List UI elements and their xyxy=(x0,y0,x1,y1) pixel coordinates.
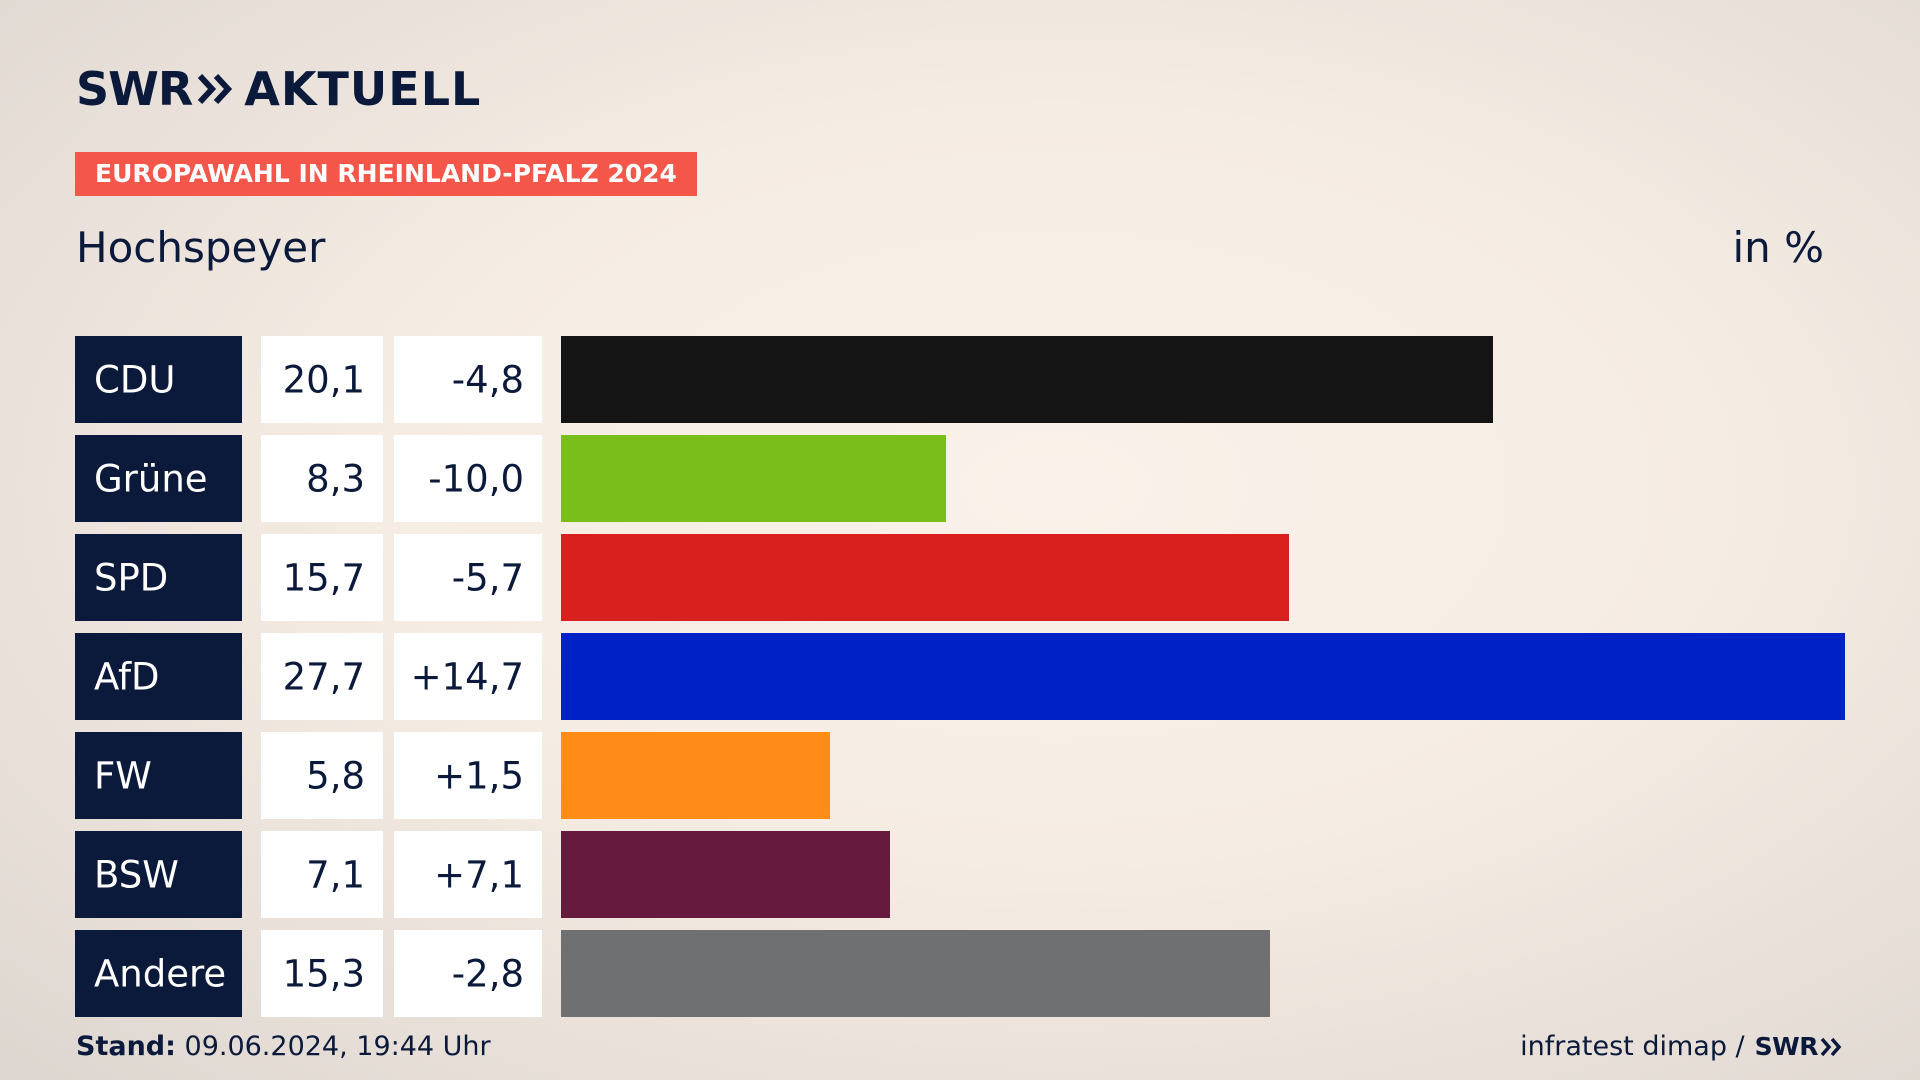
stand-value: 09.06.2024, 19:44 Uhr xyxy=(184,1031,491,1062)
party-label: AfD xyxy=(94,656,160,699)
result-bar xyxy=(561,930,1270,1017)
party-label-box xyxy=(75,930,242,1017)
value-label: 20,1 xyxy=(283,359,365,402)
swr-aktuell-logo: SWR AKTUELL xyxy=(76,66,481,112)
result-bar xyxy=(561,336,1493,423)
change-label: -5,7 xyxy=(452,557,524,600)
result-bar xyxy=(561,732,830,819)
small-chevrons-icon xyxy=(1820,1037,1842,1057)
value-cell xyxy=(261,930,383,1017)
change-cell xyxy=(394,930,542,1017)
change-label: -10,0 xyxy=(428,458,524,501)
party-label: FW xyxy=(94,755,152,798)
value-label: 15,7 xyxy=(283,557,365,600)
result-bar xyxy=(561,831,890,918)
value-label: 15,3 xyxy=(283,953,365,996)
value-label: 5,8 xyxy=(306,755,365,798)
party-label: BSW xyxy=(94,854,179,897)
logo-swr-text: SWR xyxy=(76,62,193,116)
result-bar xyxy=(561,633,1845,720)
party-label: Grüne xyxy=(94,458,208,501)
value-cell xyxy=(261,831,383,918)
change-label: -2,8 xyxy=(452,953,524,996)
source-text: infratest dimap / xyxy=(1520,1031,1745,1062)
change-label: +1,5 xyxy=(434,755,524,798)
party-label-box xyxy=(75,534,242,621)
party-label-box xyxy=(75,831,242,918)
value-label: 7,1 xyxy=(306,854,365,897)
value-label: 27,7 xyxy=(283,656,365,699)
change-cell xyxy=(394,336,542,423)
source-credit: infratest dimap / SWR xyxy=(1520,1030,1844,1064)
swr-brand: SWR xyxy=(1754,1032,1819,1061)
change-label: +7,1 xyxy=(434,854,524,897)
value-cell xyxy=(261,435,383,522)
change-cell xyxy=(394,633,542,720)
election-kicker: EUROPAWAHL IN RHEINLAND-PFALZ 2024 xyxy=(75,152,697,196)
value-cell xyxy=(261,633,383,720)
party-label: SPD xyxy=(94,557,168,600)
change-cell xyxy=(394,534,542,621)
value-cell xyxy=(261,732,383,819)
party-label-box xyxy=(75,633,242,720)
value-label: 8,3 xyxy=(306,458,365,501)
change-label: +14,7 xyxy=(411,656,524,699)
value-cell xyxy=(261,336,383,423)
unit-label: in % xyxy=(1732,223,1824,272)
party-label-box xyxy=(75,336,242,423)
value-cell xyxy=(261,534,383,621)
party-label: CDU xyxy=(94,359,175,402)
timestamp: Stand: 09.06.2024, 19:44 Uhr xyxy=(76,1030,491,1064)
party-label: Andere xyxy=(94,953,226,996)
logo-aktuell-text: AKTUELL xyxy=(244,62,482,116)
result-bar xyxy=(561,534,1289,621)
change-cell xyxy=(394,831,542,918)
result-bar xyxy=(561,435,946,522)
party-label-box xyxy=(75,732,242,819)
change-label: -4,8 xyxy=(452,359,524,402)
change-cell xyxy=(394,435,542,522)
party-label-box xyxy=(75,435,242,522)
change-cell xyxy=(394,732,542,819)
chevrons-icon xyxy=(198,73,233,105)
page-title: Hochspeyer xyxy=(76,223,326,272)
stand-label: Stand: xyxy=(76,1031,176,1062)
